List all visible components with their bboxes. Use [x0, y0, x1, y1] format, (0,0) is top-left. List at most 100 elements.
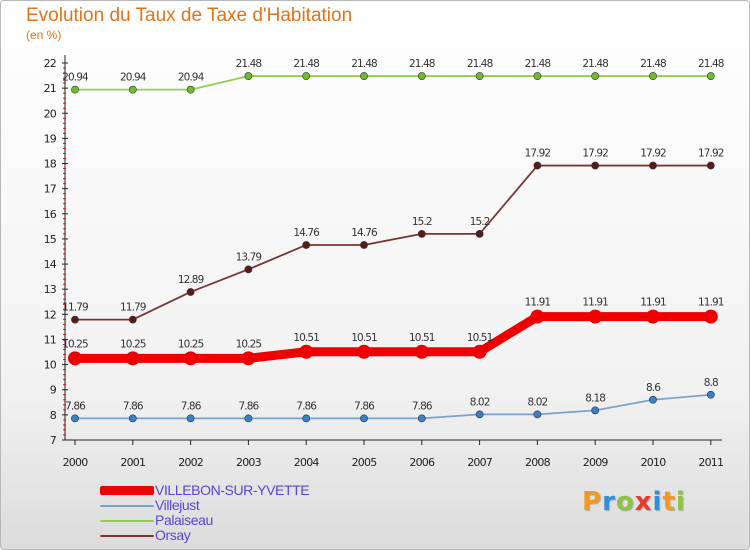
- data-label: 8.6: [646, 382, 661, 394]
- series-line: [75, 164, 711, 321]
- y-tick-label: 14: [44, 258, 57, 271]
- data-label: 10.25: [236, 338, 262, 350]
- data-point: [591, 406, 600, 415]
- data-label: 7.86: [181, 400, 202, 412]
- data-label: 10.51: [409, 332, 435, 344]
- data-point: [183, 351, 198, 366]
- data-label: 20.94: [120, 72, 147, 84]
- data-label: 21.48: [640, 58, 666, 70]
- logo-letter: o: [615, 487, 635, 517]
- legend-swatch: [100, 486, 154, 495]
- series-line: [75, 75, 711, 91]
- logo-letter: i: [652, 487, 663, 517]
- data-point: [417, 230, 426, 238]
- x-tick-label: 2004: [294, 456, 320, 469]
- data-label: 10.25: [62, 338, 88, 350]
- axes: 7 8 9 10 11 12 13 14 15 16 17 18 19 20 21 22 2000 2001 200…: [44, 55, 724, 469]
- data-label: 15.2: [470, 216, 490, 228]
- data-label: 11.79: [120, 302, 146, 314]
- data-point: [186, 288, 195, 296]
- data-point: [71, 315, 79, 324]
- data-point: [302, 414, 311, 423]
- data-label: 11.91: [582, 297, 608, 309]
- data-point: [591, 161, 600, 170]
- data-point: [186, 414, 195, 423]
- y-tick-label: 12: [44, 308, 56, 321]
- x-tick-label: 2003: [236, 456, 262, 469]
- logo-letter: x: [634, 487, 653, 517]
- data-point: [71, 414, 79, 423]
- legend-label: Villejust: [155, 497, 200, 513]
- data-point: [241, 351, 256, 366]
- legend-swatch: [100, 505, 154, 507]
- x-tick-label: 2011: [698, 456, 723, 469]
- y-tick-label: 8: [50, 409, 57, 422]
- legend-swatch: [100, 520, 154, 522]
- data-point: [703, 309, 718, 324]
- data-label: 21.48: [236, 58, 262, 70]
- series-layer: [68, 72, 718, 423]
- data-point: [649, 72, 657, 80]
- x-tick-label: 2010: [641, 456, 667, 469]
- data-label: 11.91: [640, 297, 666, 309]
- y-tick-label: 21: [44, 82, 56, 95]
- data-point: [360, 414, 368, 423]
- data-label: 15.2: [412, 216, 432, 228]
- data-point: [417, 72, 426, 80]
- data-point: [530, 309, 545, 324]
- data-labels: 20.94 20.94 20.94 21.48 21.48 21.48 21.48 21.48…: [62, 58, 724, 412]
- data-label: 21.48: [525, 58, 551, 70]
- data-label: 10.51: [467, 332, 493, 344]
- data-label: 14.76: [293, 227, 320, 239]
- legend-label: Palaiseau: [155, 512, 213, 528]
- data-label: 11.79: [62, 302, 88, 314]
- x-tick-label: 2001: [120, 456, 145, 469]
- data-point: [357, 344, 371, 359]
- data-label: 10.51: [293, 332, 319, 344]
- data-point: [472, 344, 487, 359]
- data-label: 10.25: [178, 338, 204, 350]
- data-label: 20.94: [62, 72, 89, 84]
- data-point: [302, 241, 311, 249]
- y-tick-label: 15: [44, 233, 57, 246]
- data-label: 11.91: [698, 297, 724, 309]
- y-tick-label: 22: [44, 57, 56, 70]
- data-point: [299, 344, 314, 359]
- data-label: 7.86: [239, 400, 260, 412]
- series-line: [75, 312, 711, 363]
- data-point: [244, 265, 253, 274]
- x-tick-label: 2005: [352, 456, 378, 469]
- x-tick-label: 2009: [583, 456, 609, 469]
- legend-label: VILLEBON-SUR-YVETTE: [155, 482, 310, 498]
- data-label: 17.92: [698, 148, 724, 160]
- logo-letter: r: [602, 487, 616, 517]
- data-point: [71, 85, 79, 94]
- data-label: 11.91: [525, 297, 551, 309]
- y-tick-label: 7: [50, 434, 57, 447]
- series-line: [75, 393, 711, 420]
- data-label: 17.92: [640, 148, 666, 160]
- data-point: [244, 72, 253, 80]
- data-point: [128, 315, 137, 324]
- data-point: [706, 161, 715, 170]
- data-point: [302, 72, 311, 80]
- y-tick-label: 18: [44, 158, 57, 171]
- data-label: 10.51: [351, 332, 377, 344]
- data-label: 20.94: [178, 72, 205, 84]
- y-tick-label: 13: [44, 283, 57, 296]
- data-point: [591, 72, 600, 80]
- data-point: [475, 230, 484, 238]
- y-tick-label: 17: [44, 183, 57, 196]
- x-tick-label: 2006: [409, 456, 435, 469]
- data-point: [475, 410, 484, 419]
- data-label: 12.89: [178, 274, 204, 286]
- data-label: 21.48: [467, 58, 493, 70]
- y-tick-label: 10: [44, 359, 57, 372]
- y-tick-label: 19: [44, 132, 57, 145]
- data-label: 8.8: [704, 377, 718, 389]
- data-point: [414, 344, 429, 359]
- data-label: 8.18: [585, 392, 605, 404]
- x-tick-label: 2002: [178, 456, 203, 469]
- data-point: [186, 85, 195, 94]
